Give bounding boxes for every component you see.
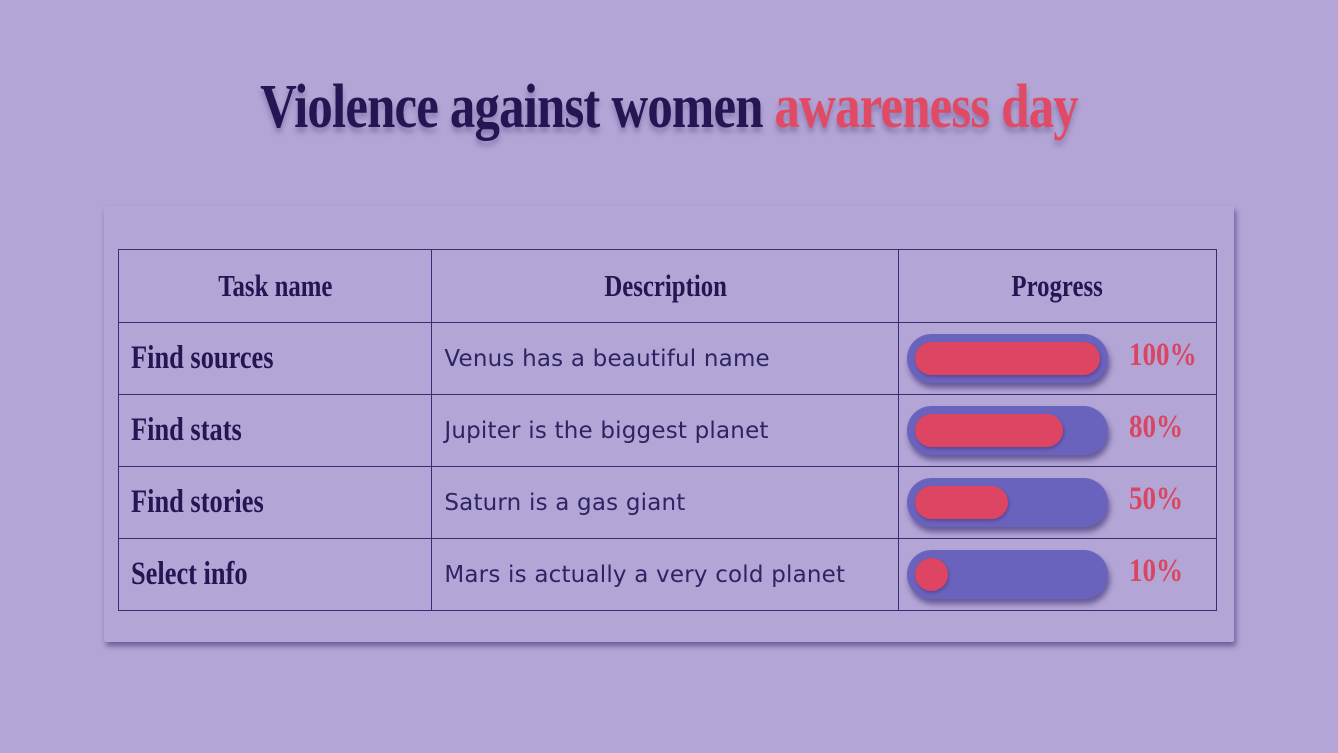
table-row: Find stories Saturn is a gas giant 50%: [117, 466, 1217, 539]
table-row: Find sources Venus has a beautiful name …: [117, 322, 1217, 395]
task-name-cell: Find stories: [117, 466, 433, 539]
progress-fill: [915, 486, 1009, 519]
progress-cell: 100%: [898, 322, 1217, 395]
description-cell: Jupiter is the biggest planet: [431, 394, 900, 467]
header-task-name: Task name: [117, 249, 433, 323]
progress-fill: [915, 558, 949, 591]
progress-bar: [907, 550, 1109, 599]
title-accent: awareness day: [774, 73, 1079, 141]
task-name-cell: Select info: [117, 538, 433, 611]
progress-fill: [915, 414, 1064, 447]
progress-cell: 10%: [898, 538, 1217, 611]
progress-cell: 50%: [898, 466, 1217, 539]
progress-fill: [915, 342, 1101, 375]
task-table: Task name Description Progress Find sour…: [117, 249, 1217, 611]
table-row: Select info Mars is actually a very cold…: [117, 538, 1217, 611]
header-progress: Progress: [898, 249, 1217, 323]
progress-label: 100%: [1129, 337, 1197, 373]
progress-bar: [907, 334, 1109, 383]
progress-label: 10%: [1129, 553, 1184, 589]
table-row: Find stats Jupiter is the biggest planet…: [117, 394, 1217, 467]
progress-label: 50%: [1129, 481, 1184, 517]
progress-label: 80%: [1129, 409, 1184, 445]
table-header-row: Task name Description Progress: [117, 249, 1217, 323]
task-name-cell: Find stats: [117, 394, 433, 467]
progress-cell: 80%: [898, 394, 1217, 467]
header-description: Description: [431, 249, 900, 323]
progress-bar: [907, 406, 1109, 455]
description-cell: Venus has a beautiful name: [431, 322, 900, 395]
task-name-cell: Find sources: [117, 322, 433, 395]
task-card: Task name Description Progress Find sour…: [104, 206, 1234, 642]
description-cell: Mars is actually a very cold planet: [431, 538, 900, 611]
page-title: Violence against women awareness day: [120, 72, 1217, 143]
title-main: Violence against women: [260, 73, 775, 141]
description-cell: Saturn is a gas giant: [431, 466, 900, 539]
progress-bar: [907, 478, 1109, 527]
